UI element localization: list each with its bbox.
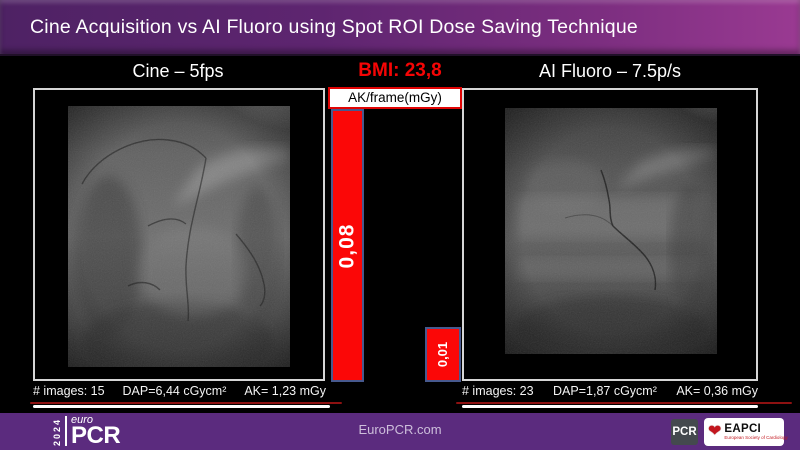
europcr-website-text: EuroPCR.com [358, 422, 442, 437]
cine-ak-value: AK= 1,23 mGy [244, 384, 326, 398]
eapci-badge: ❤ EAPCI European Society of Cardiology [704, 418, 788, 446]
europcr-logo: 2024 euro PCR [52, 414, 121, 449]
eapci-label: EAPCI [724, 423, 762, 435]
fluoro-underline-white [462, 405, 758, 408]
chart-axis-label-box: AK/frame(mGy) [328, 87, 462, 109]
bar-cine: 0,08 [331, 109, 364, 382]
europcr-year-label: 2024 [52, 417, 62, 446]
pcr-badge: PCR [671, 419, 698, 445]
xray-frame-ai-fluoro [462, 88, 758, 381]
fluoro-underline-red [456, 402, 792, 404]
cine-underline-white [33, 405, 330, 408]
cine-image-count: # images: 15 [33, 384, 105, 398]
slide-title: Cine Acquisition vs AI Fluoro using Spot… [30, 15, 638, 38]
footer: 2024 euro PCR EuroPCR.com PCR ❤ EAPCI Eu… [0, 413, 800, 450]
header: Cine Acquisition vs AI Fluoro using Spot… [0, 0, 800, 56]
fluoro-dap-value: DAP=1,87 cGycm² [553, 384, 657, 398]
stats-row-ai-fluoro: # images: 23 DAP=1,87 cGycm² AK= 0,36 mG… [462, 384, 758, 398]
fluoro-image-count: # images: 23 [462, 384, 534, 398]
bmi-value: BMI: 23,8 [358, 60, 442, 81]
bar-label-ai-fluoro: 0,01 [435, 341, 451, 368]
bar-ai-fluoro: 0,01 [425, 327, 461, 382]
xray-image-ai-fluoro [505, 108, 717, 354]
cine-panel-title: Cine – 5fps [132, 61, 224, 81]
xray-frame-cine [33, 88, 325, 381]
eapci-heart-icon: ❤ [708, 423, 722, 440]
bar-label-cine: 0,08 [335, 223, 359, 268]
europcr-pcr-label: PCR [71, 422, 121, 449]
eapci-subtitle: European Society of Cardiology [724, 435, 788, 440]
stats-row-cine: # images: 15 DAP=6,44 cGycm² AK= 1,23 mG… [33, 384, 326, 398]
xray-image-cine [68, 106, 290, 367]
cine-dap-value: DAP=6,44 cGycm² [122, 384, 227, 398]
ai-fluoro-panel-title: AI Fluoro – 7.5p/s [538, 61, 682, 81]
cine-underline-red [30, 402, 342, 404]
logo-divider [65, 416, 67, 446]
fluoro-ak-value: AK= 0,36 mGy [676, 384, 758, 398]
europcr-euro-label: euro [71, 414, 94, 426]
